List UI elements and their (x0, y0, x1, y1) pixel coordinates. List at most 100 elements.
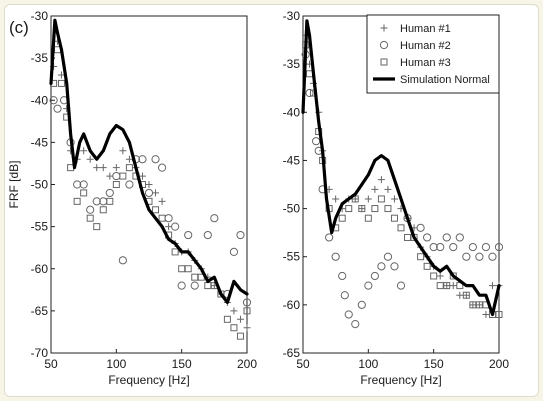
circle-point (49, 96, 58, 105)
square-point (475, 301, 483, 309)
x-tick-label: 100 (106, 357, 126, 371)
square-point (436, 282, 444, 290)
plus-point (125, 155, 133, 163)
plus-point (152, 189, 160, 197)
circle-point (151, 155, 160, 164)
plus-point (482, 310, 490, 318)
square-point (236, 332, 244, 340)
circle-point (370, 271, 379, 281)
square-point (86, 214, 94, 222)
x-tick-label: 100 (358, 357, 378, 371)
square-point (469, 301, 477, 309)
square-point (106, 197, 114, 205)
square-point (230, 324, 238, 332)
circle-point (325, 233, 334, 242)
circle-point (164, 214, 173, 223)
circle-point (344, 310, 353, 319)
circle-point (377, 262, 386, 271)
chart-left: 50 100 150 200 -30 -35 -40 -45 -50 -55 -60 -65 -70 Fr… (7, 9, 257, 387)
plus-point (436, 272, 444, 280)
square-point (430, 272, 438, 280)
circle-point (449, 242, 458, 252)
y-tick-label: -60 (31, 262, 49, 276)
circle-point (340, 291, 349, 300)
square-point (178, 265, 186, 273)
y-tick-label: -45 (283, 153, 301, 167)
square-point (112, 181, 120, 188)
figure-panel: (c) 50 100 150 200 -30 -35 -40 -45 -50 -55 -60 -65 -… (4, 4, 539, 397)
series-3-group (49, 18, 249, 304)
square-point (397, 224, 405, 232)
plus-point (106, 172, 114, 180)
circle-point (338, 271, 347, 281)
y-tick-label: -65 (283, 346, 301, 360)
square-point (364, 214, 372, 222)
series-1-group (49, 96, 252, 307)
plus-point (488, 282, 496, 290)
y-tick-label: -50 (283, 202, 301, 216)
plus-point (384, 185, 392, 193)
circle-point (351, 320, 360, 329)
legend-plus-swatch (380, 24, 388, 32)
plus-point (230, 307, 238, 315)
plus-point (236, 315, 244, 323)
square-point (171, 248, 179, 256)
square-point (99, 206, 107, 214)
legend-entry: Human #2 (400, 40, 451, 52)
legend-entry: Human #3 (400, 57, 451, 69)
square-point (384, 205, 392, 213)
square-point (404, 233, 412, 241)
simulation-line (301, 19, 501, 317)
circle-point (462, 252, 471, 261)
square-point (462, 291, 470, 299)
x-tick-label: 50 (44, 357, 58, 371)
circle-point (468, 242, 477, 252)
plus-point (358, 205, 366, 213)
simulation-line (49, 18, 249, 304)
chart-right: 50 100 150 200 -30 -35 -40 -45 -50 -55 -60 -65 Frequ… (283, 9, 510, 387)
circle-point (203, 230, 212, 240)
panel-tag: (c) (9, 18, 29, 37)
circle-point (494, 242, 504, 252)
circle-point (229, 247, 239, 256)
circle-point (157, 163, 167, 172)
y-tick-label: -30 (283, 9, 301, 23)
y-tick-label: -30 (31, 9, 49, 23)
square-point (204, 282, 212, 290)
circle-point (311, 137, 321, 146)
y-tick-label: -55 (283, 250, 301, 264)
square-point (306, 70, 314, 78)
plus-point (80, 147, 88, 155)
square-point (184, 265, 192, 273)
y-tick-label: -40 (283, 105, 301, 119)
plus-point (138, 172, 146, 180)
circle-point (416, 223, 425, 232)
y-tick-label: -35 (31, 51, 49, 65)
square-point (417, 253, 425, 261)
plus-point (99, 164, 107, 172)
plus-point (364, 195, 372, 203)
x-tick-label: 150 (424, 357, 444, 371)
x-tick-label: 200 (489, 357, 509, 371)
circle-point (481, 242, 491, 252)
square-point (243, 307, 251, 315)
plus-point (93, 164, 101, 172)
square-point (125, 164, 133, 172)
y-tick-label: -70 (31, 346, 49, 360)
plus-point (456, 291, 464, 299)
plus-point (119, 147, 127, 155)
y-tick-label: -50 (31, 178, 49, 192)
circle-point (429, 242, 438, 252)
x-tick-label: 150 (172, 357, 192, 371)
plus-point (243, 324, 251, 332)
y-tick-label: -40 (31, 93, 49, 107)
legend-entry: Simulation Normal (400, 74, 490, 86)
plus-point (469, 301, 477, 309)
square-point (371, 205, 379, 213)
square-point (57, 79, 65, 87)
square-point (152, 206, 160, 214)
y-tick-label: -60 (283, 298, 301, 312)
legend-circle-swatch (379, 40, 389, 50)
circle-point (105, 188, 114, 198)
legend-entry: Human #1 (400, 23, 451, 35)
